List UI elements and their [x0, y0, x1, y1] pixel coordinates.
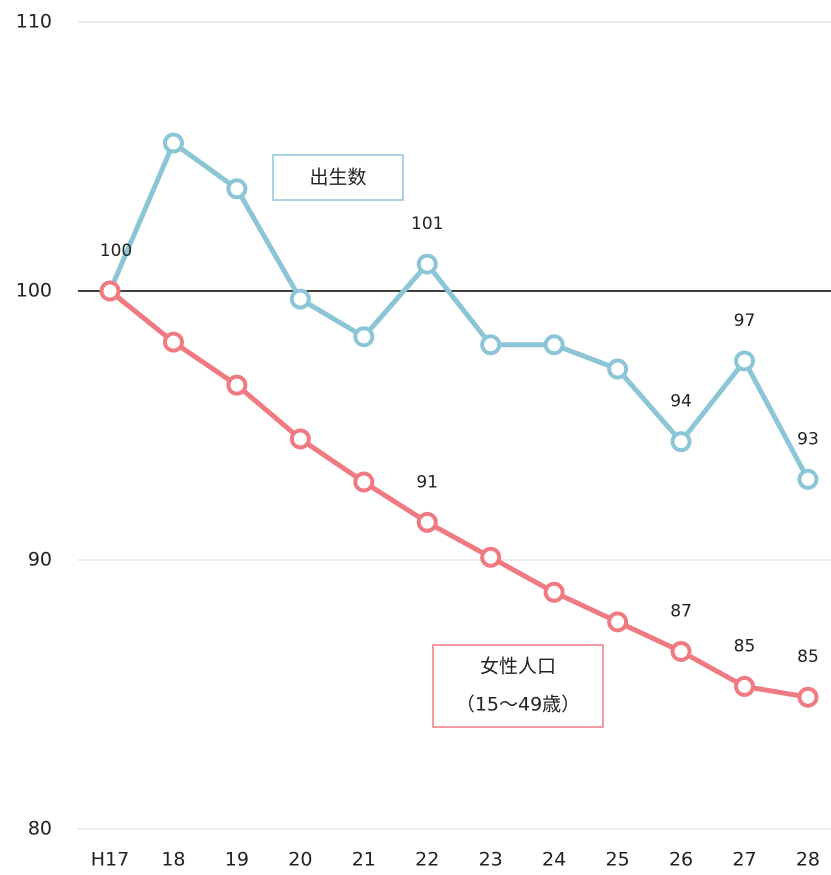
x-tick-label: 23: [479, 849, 503, 871]
point: [416, 511, 438, 533]
point: [543, 581, 565, 603]
point: [670, 431, 692, 453]
point: [480, 334, 502, 356]
series-label-note: （15〜49歳）: [456, 694, 580, 716]
value-label: 85: [734, 636, 756, 656]
point: [543, 334, 565, 356]
point: [734, 675, 755, 697]
point: [289, 428, 311, 450]
x-tick-label: 24: [542, 849, 566, 871]
point: [353, 471, 375, 493]
annotation-box: [432, 644, 604, 728]
x-tick-label: 28: [796, 849, 820, 871]
value-label: 87: [670, 601, 692, 621]
value-label: 85: [797, 647, 819, 667]
value-label: 94: [670, 392, 692, 412]
annotation-box: [272, 154, 404, 201]
series-label: 女性人口: [480, 656, 556, 678]
y-tick-label: 80: [28, 818, 52, 840]
x-tick-label: 22: [415, 849, 439, 871]
value-label: 91: [416, 472, 438, 492]
x-tick-label: 19: [225, 849, 249, 871]
point: [797, 686, 819, 708]
x-tick-label: 20: [288, 849, 312, 871]
point: [226, 374, 248, 396]
x-tick-label: 25: [606, 849, 630, 871]
series-line: [107, 140, 811, 481]
x-tick-label: 21: [352, 849, 376, 871]
value-label: 100: [100, 241, 132, 261]
point: [480, 546, 502, 568]
value-label: 93: [797, 429, 819, 449]
y-tick-label: 110: [16, 11, 52, 33]
x-tick-label: 26: [669, 849, 693, 871]
series-label: 出生数: [309, 167, 366, 189]
point: [162, 331, 184, 353]
point: [670, 640, 692, 662]
value-label: 101: [411, 214, 443, 234]
point: [734, 350, 755, 372]
value-label: 97: [734, 311, 756, 331]
series-line: [108, 289, 809, 700]
x-tick-label: 27: [732, 849, 756, 871]
point: [353, 326, 375, 348]
point: [607, 358, 629, 380]
point: [226, 178, 248, 200]
point: [416, 253, 438, 275]
y-tick-label: 100: [16, 280, 52, 302]
point: [162, 132, 184, 154]
x-tick-label: H17: [91, 849, 129, 871]
point: [289, 288, 311, 310]
y-tick-label: 90: [28, 549, 52, 571]
point: [607, 611, 629, 633]
plot-area: 80 90 100 110 H17 18 19 20 21 22 23 24 25 26 27 28 100 10…: [16, 11, 831, 871]
point: [797, 468, 819, 490]
x-tick-label: 18: [161, 849, 185, 871]
point: [99, 280, 121, 302]
